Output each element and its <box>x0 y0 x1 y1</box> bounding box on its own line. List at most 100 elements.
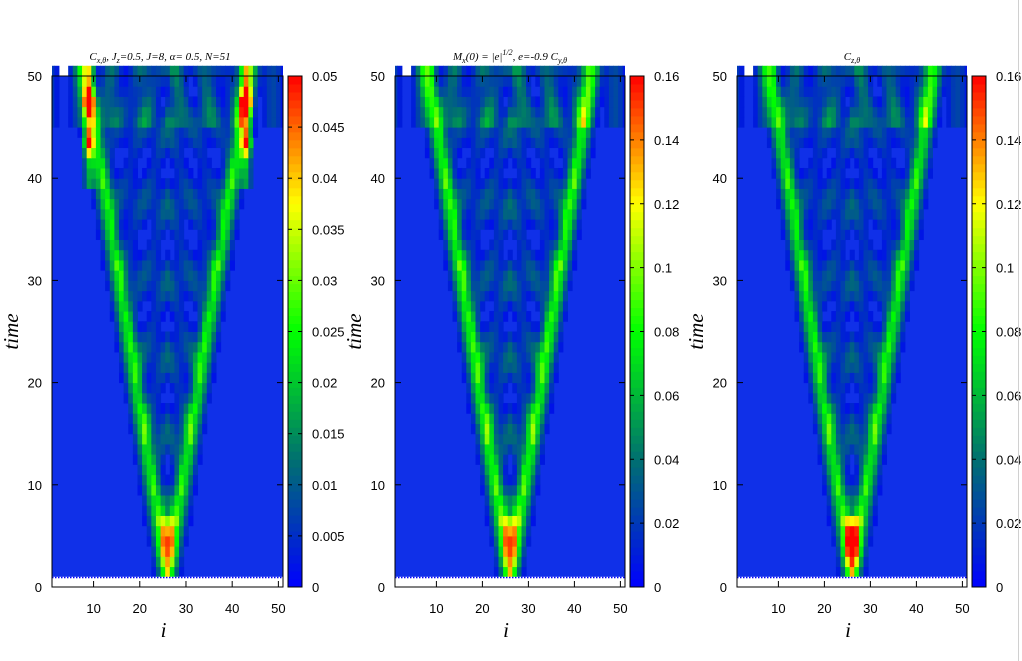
heatmap-cell <box>840 546 846 557</box>
colorbar-tick-label: 0.12 <box>996 197 1021 212</box>
heatmap-cell <box>826 249 832 261</box>
heatmap-cell <box>835 433 841 445</box>
heatmap-cell <box>544 86 550 97</box>
baseline-dot <box>187 576 189 579</box>
heatmap-cell <box>895 116 901 128</box>
heatmap-cell <box>498 76 504 87</box>
heatmap-cell <box>225 178 231 189</box>
heatmap-cell <box>549 208 555 220</box>
heatmap-cell <box>160 290 166 302</box>
heatmap-cell <box>146 96 152 108</box>
heatmap-cell <box>197 86 203 97</box>
heatmap-cell <box>753 116 759 128</box>
heatmap-cell <box>937 106 943 118</box>
heatmap-cell <box>567 188 573 200</box>
heatmap-cell <box>822 188 828 200</box>
heatmap-cell <box>516 208 522 220</box>
heatmap-cell <box>835 167 841 179</box>
heatmap-cell <box>849 341 855 353</box>
heatmap-cell <box>443 229 449 241</box>
x-tick-label: 20 <box>817 601 831 616</box>
baseline-dot <box>506 576 508 579</box>
heatmap-cell <box>613 65 619 77</box>
heatmap-cell <box>206 188 212 200</box>
heatmap-cell <box>849 362 855 373</box>
heatmap-cell <box>493 229 499 241</box>
heatmap-cell <box>114 76 120 87</box>
baseline-dot <box>749 576 751 579</box>
heatmap-cell <box>526 433 532 445</box>
heatmap-cell <box>151 198 157 210</box>
heatmap-cell <box>762 96 768 108</box>
heatmap-cell <box>927 157 933 169</box>
heatmap-cell <box>521 280 527 292</box>
heatmap-cell <box>100 198 106 210</box>
heatmap-cell <box>840 106 846 118</box>
baseline-dot <box>166 576 168 579</box>
heatmap-cell <box>489 321 495 332</box>
heatmap-cell <box>526 443 532 455</box>
heatmap-cell <box>849 290 855 302</box>
heatmap-cell <box>118 116 125 128</box>
heatmap-cell <box>216 321 222 332</box>
heatmap-cell <box>794 290 800 302</box>
y-tick-label: 30 <box>713 273 727 288</box>
heatmap-cell <box>397 76 403 87</box>
heatmap-cell <box>266 106 272 118</box>
heatmap-cell <box>512 86 518 97</box>
heatmap-cell <box>526 464 532 476</box>
heatmap-cell <box>549 403 555 414</box>
heatmap-cell <box>766 116 772 128</box>
heatmap-cell <box>411 116 417 128</box>
heatmap-cell <box>826 362 832 373</box>
heatmap-cell <box>544 403 550 414</box>
heatmap-cell <box>526 515 532 527</box>
heatmap-cell <box>868 413 874 424</box>
heatmap-cell <box>526 535 532 547</box>
heatmap-cell <box>86 116 92 128</box>
heatmap-cell <box>447 239 453 251</box>
heatmap-cell <box>192 474 199 486</box>
heatmap-cell <box>826 392 832 404</box>
heatmap-cell <box>521 76 527 87</box>
heatmap-cell <box>776 86 782 97</box>
baseline-dot <box>145 576 147 579</box>
heatmap-cell <box>95 106 102 118</box>
heatmap-cell <box>516 525 522 537</box>
heatmap-cell <box>169 280 175 292</box>
colorbar-segment <box>972 491 986 500</box>
heatmap-cell <box>484 280 490 292</box>
heatmap-cell <box>854 137 860 149</box>
heatmap-cell <box>826 106 832 118</box>
heatmap-cell <box>553 208 559 220</box>
colorbar-segment <box>972 395 986 404</box>
heatmap-cell <box>572 239 578 251</box>
heatmap-cell <box>803 76 809 87</box>
heatmap-cell <box>498 351 504 363</box>
colorbar-segment <box>972 403 986 412</box>
heatmap-cell <box>160 208 166 220</box>
heatmap-cell <box>179 331 185 343</box>
y-tick-label: 20 <box>28 376 42 391</box>
colorbar-segment <box>630 427 644 436</box>
heatmap-cell <box>590 116 596 128</box>
x-tick-label: 10 <box>429 601 443 616</box>
baseline-dot <box>112 576 114 579</box>
heatmap-cell <box>881 157 887 169</box>
colorbar-segment <box>288 531 302 540</box>
heatmap-cell <box>179 484 185 496</box>
heatmap-cell <box>914 157 920 169</box>
heatmap-cell <box>840 433 846 445</box>
heatmap-cell <box>160 351 166 363</box>
heatmap-cell <box>794 259 800 271</box>
heatmap-cell <box>863 311 869 322</box>
colorbar-segment <box>288 539 302 548</box>
heatmap-cell <box>489 198 495 210</box>
heatmap-cell <box>845 341 851 353</box>
heatmap-panel-3: 10 20 30 40 5001020304050itimeCz,θ00.020.040… <box>684 51 1021 642</box>
colorbar-segment <box>972 123 986 133</box>
heatmap-cell <box>858 321 864 332</box>
heatmap-cell <box>572 86 578 97</box>
heatmap-cell <box>461 167 467 179</box>
heatmap-cell <box>243 106 249 118</box>
